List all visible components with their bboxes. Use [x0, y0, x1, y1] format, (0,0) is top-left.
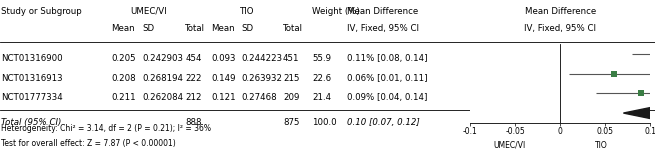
Text: TIO: TIO	[595, 141, 608, 149]
Text: SD: SD	[143, 24, 155, 33]
Point	[609, 72, 620, 75]
Text: 212: 212	[185, 93, 202, 102]
Text: 0.262084: 0.262084	[143, 93, 184, 102]
Text: Mean: Mean	[111, 24, 135, 33]
Point	[654, 53, 655, 55]
Text: 0.06% [0.01, 0.11]: 0.06% [0.01, 0.11]	[347, 74, 428, 83]
Text: 0.263932: 0.263932	[241, 74, 282, 83]
Text: UMEC/VI: UMEC/VI	[494, 141, 526, 149]
Text: 0.10 [0.07, 0.12]: 0.10 [0.07, 0.12]	[347, 118, 420, 127]
Text: 0.149: 0.149	[211, 74, 235, 83]
Text: 0.27468: 0.27468	[241, 93, 276, 102]
Text: 0.09% [0.04, 0.14]: 0.09% [0.04, 0.14]	[347, 93, 428, 102]
Text: 0.242903: 0.242903	[143, 54, 184, 63]
Text: IV, Fixed, 95% CI: IV, Fixed, 95% CI	[347, 24, 419, 33]
Text: 888: 888	[185, 118, 202, 127]
Text: Heterogeneity: Chi² = 3.14, df = 2 (P = 0.21); I² = 36%: Heterogeneity: Chi² = 3.14, df = 2 (P = …	[1, 124, 212, 133]
Text: 55.9: 55.9	[312, 54, 331, 63]
Text: 875: 875	[283, 118, 299, 127]
Text: NCT01777334: NCT01777334	[1, 93, 63, 102]
Polygon shape	[624, 108, 655, 119]
Text: 222: 222	[185, 74, 202, 83]
Text: 100.0: 100.0	[312, 118, 337, 127]
Text: Mean: Mean	[211, 24, 234, 33]
Text: 215: 215	[283, 74, 299, 83]
Text: 0.205: 0.205	[111, 54, 136, 63]
Text: 0.121: 0.121	[211, 93, 236, 102]
Text: 451: 451	[283, 54, 299, 63]
Text: 0.268194: 0.268194	[143, 74, 184, 83]
Text: 0.208: 0.208	[111, 74, 136, 83]
Text: SD: SD	[241, 24, 253, 33]
Text: 0.211: 0.211	[111, 93, 136, 102]
Text: Weight (%): Weight (%)	[312, 7, 360, 16]
Text: 0.244223: 0.244223	[241, 54, 282, 63]
Text: Test for overall effect: Z = 7.87 (P < 0.00001): Test for overall effect: Z = 7.87 (P < 0…	[1, 139, 176, 148]
Text: IV, Fixed, 95% CI: IV, Fixed, 95% CI	[525, 24, 596, 33]
Text: 209: 209	[283, 93, 299, 102]
Text: Total: Total	[185, 24, 206, 33]
Text: 21.4: 21.4	[312, 93, 331, 102]
Text: NCT01316900: NCT01316900	[1, 54, 63, 63]
Text: Study or Subgroup: Study or Subgroup	[1, 7, 82, 16]
Text: UMEC/VI: UMEC/VI	[130, 7, 166, 16]
Text: 0.11% [0.08, 0.14]: 0.11% [0.08, 0.14]	[347, 54, 428, 63]
Text: 0.093: 0.093	[211, 54, 235, 63]
Text: Total: Total	[283, 24, 303, 33]
Text: 454: 454	[185, 54, 202, 63]
Text: 22.6: 22.6	[312, 74, 331, 83]
Text: Mean Difference: Mean Difference	[347, 7, 419, 16]
Text: NCT01316913: NCT01316913	[1, 74, 63, 83]
Text: TIO: TIO	[240, 7, 254, 16]
Point	[636, 92, 646, 94]
Text: Mean Difference: Mean Difference	[525, 7, 596, 16]
Text: Total (95% CI): Total (95% CI)	[1, 118, 62, 127]
